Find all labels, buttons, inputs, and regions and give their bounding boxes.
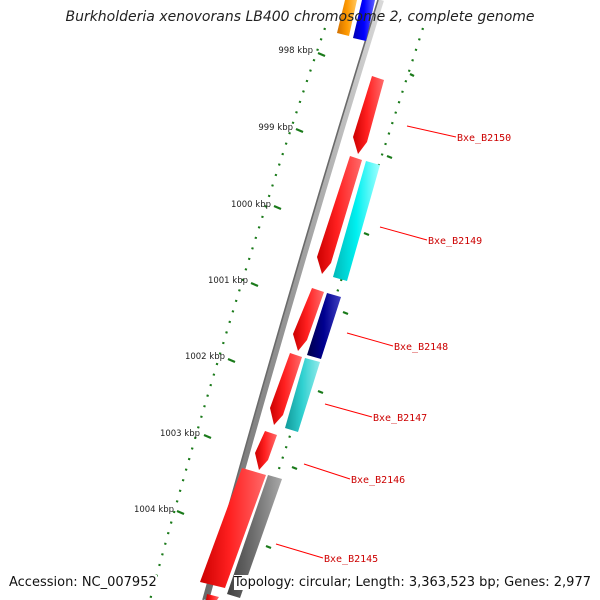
gene-label-leader	[379, 226, 428, 241]
scale-tick-marks	[176, 51, 326, 516]
tick-label: 1000 kbp	[231, 200, 271, 210]
gene-arrow-blue	[353, 0, 375, 41]
gene-label-bxe-b2149[interactable]: Bxe_B2149	[428, 236, 482, 247]
gene-arrow-red	[255, 431, 277, 470]
gene-arrow-teal	[285, 358, 320, 432]
gene-arrow-gray	[227, 475, 282, 598]
gene-label-bxe-b2145[interactable]: Bxe_B2145	[324, 554, 378, 565]
gene-arrow-red	[206, 594, 219, 600]
genome-summary-text: Topology: circular; Length: 3,363,523 bp…	[233, 575, 591, 590]
gene-arrow-red	[353, 76, 384, 154]
gene-label-bxe-b2146[interactable]: Bxe_B2146	[351, 475, 405, 486]
outer-tick-dashes	[265, 73, 415, 550]
gene-arrow-cyan	[333, 161, 380, 281]
tick-label: 1002 kbp	[185, 352, 225, 362]
gene-label-leader	[303, 463, 351, 480]
gene-label-bxe-b2148[interactable]: Bxe_B2148	[394, 342, 448, 353]
gene-label-leader	[324, 403, 373, 418]
gene-arrow-navy	[307, 293, 341, 359]
gene-arrow-red	[200, 468, 266, 588]
map-title: Burkholderia xenovorans LB400 chromosome…	[65, 9, 535, 25]
tick-label: 999 kbp	[258, 123, 293, 133]
gene-label-bxe-b2150[interactable]: Bxe_B2150	[457, 133, 511, 144]
gene-label-bxe-b2147[interactable]: Bxe_B2147	[373, 413, 427, 424]
tick-label: 1004 kbp	[134, 505, 174, 515]
tick-label: 1001 kbp	[208, 276, 248, 286]
gene-label-leader	[406, 125, 457, 138]
tick-label: 1003 kbp	[160, 429, 200, 439]
gene-label-leader	[346, 332, 394, 347]
gene-label-leader	[275, 543, 324, 559]
tick-label: 998 kbp	[278, 46, 313, 56]
gene-arrow-red	[270, 353, 302, 425]
gene-arrow-red	[293, 288, 324, 351]
accession-text: Accession: NC_007952	[9, 575, 157, 590]
inner-dotted-circle	[148, 27, 327, 600]
gene-arrow-red	[317, 156, 362, 274]
gene-arrow-orange	[337, 0, 357, 36]
